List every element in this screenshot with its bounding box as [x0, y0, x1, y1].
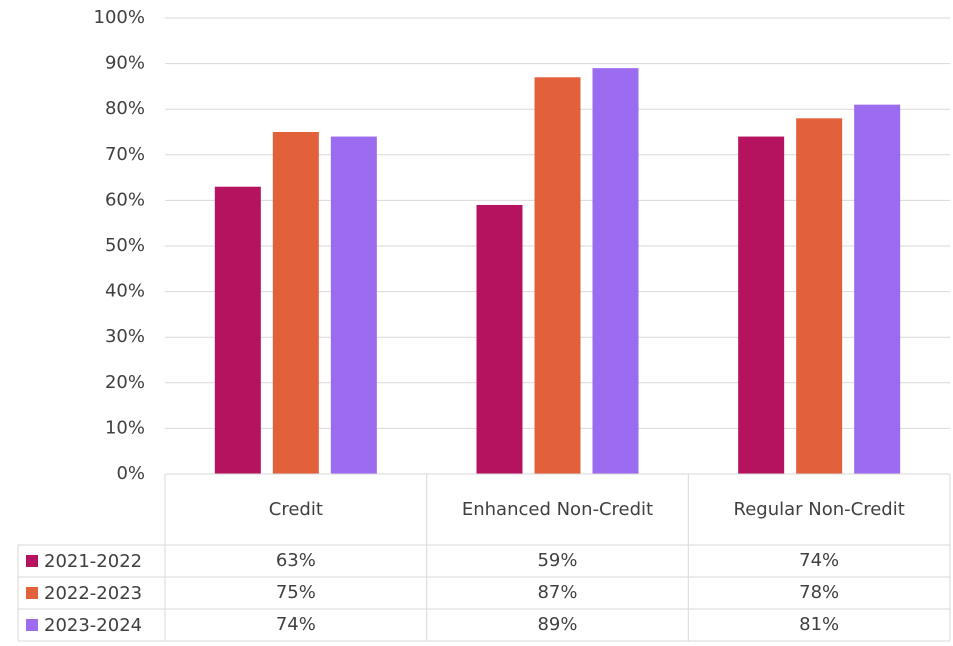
table-value: 89% [537, 614, 578, 635]
table-value: 59% [537, 550, 578, 571]
bar [592, 68, 639, 474]
y-tick-label: 30% [105, 326, 145, 347]
bar [796, 118, 843, 474]
y-tick-label: 50% [105, 235, 145, 256]
bar [534, 77, 581, 474]
y-tick-label: 100% [94, 7, 145, 28]
table-value: 78% [799, 582, 840, 603]
y-tick-label: 20% [105, 372, 145, 393]
bar [476, 204, 523, 474]
y-tick-label: 90% [105, 53, 145, 74]
y-tick-label: 60% [105, 189, 145, 210]
y-tick-label: 10% [105, 417, 145, 438]
y-tick-label: 40% [105, 281, 145, 302]
table-value: 74% [799, 550, 840, 571]
table-value: 81% [799, 614, 840, 635]
bar [330, 136, 377, 474]
table-value: 75% [275, 582, 316, 603]
bar [854, 104, 901, 474]
legend-swatch [26, 555, 38, 567]
legend-swatch [26, 619, 38, 631]
legend-label: 2022-2023 [44, 583, 142, 604]
bar [214, 186, 261, 474]
category-label: Enhanced Non-Credit [461, 498, 654, 520]
legend-label: 2023-2024 [44, 615, 142, 636]
table-value: 63% [275, 550, 316, 571]
legend-label: 2021-2022 [44, 551, 142, 572]
table-value: 87% [537, 582, 578, 603]
legend-swatch [26, 587, 38, 599]
bar [738, 136, 785, 474]
table-value: 74% [275, 614, 316, 635]
bar [272, 132, 319, 474]
y-tick-label: 80% [105, 98, 145, 119]
category-label: Regular Non-Credit [733, 498, 905, 520]
y-tick-label: 70% [105, 144, 145, 165]
category-label: Credit [268, 498, 323, 520]
y-tick-label: 0% [116, 463, 145, 484]
